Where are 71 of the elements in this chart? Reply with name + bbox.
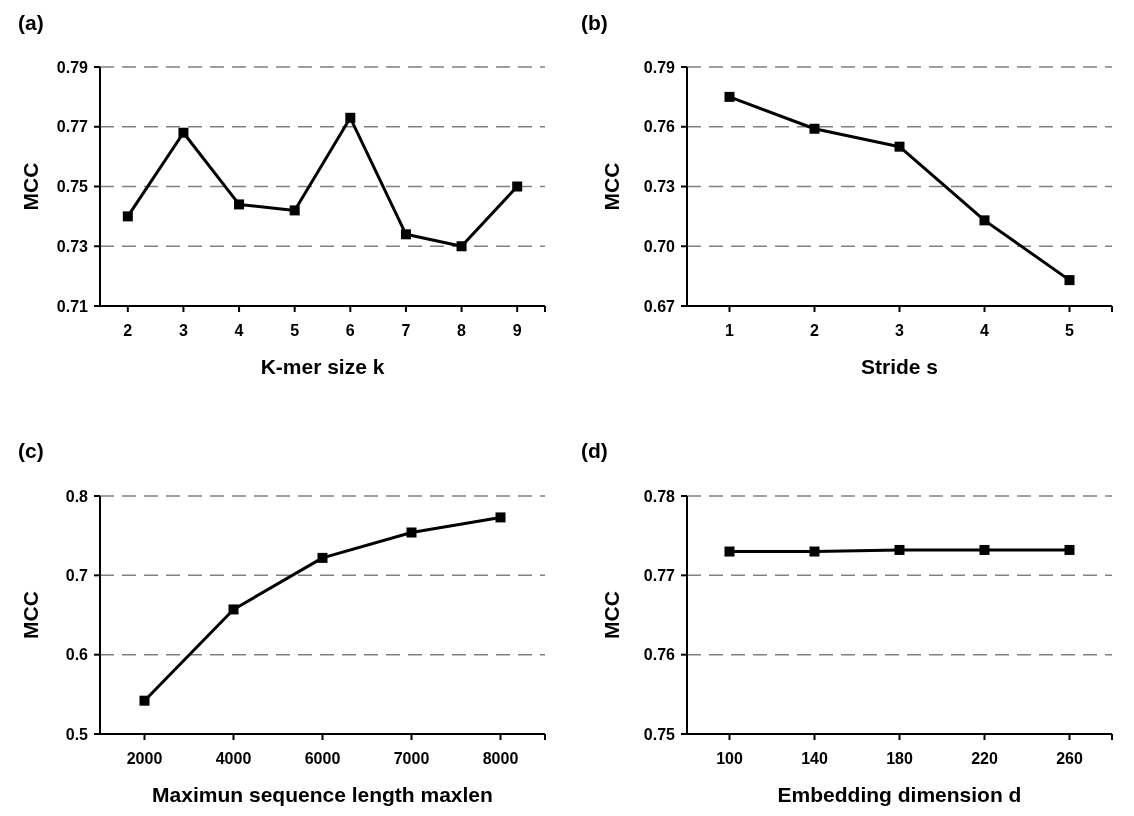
x-tick-label: 3 bbox=[178, 322, 188, 339]
y-axis-title: MCC bbox=[600, 162, 623, 211]
y-tick-label: 0.77 bbox=[56, 118, 89, 136]
y-axis-title: MCC bbox=[600, 591, 623, 639]
point bbox=[724, 91, 735, 102]
y-axis-title: MCC bbox=[19, 162, 42, 211]
point bbox=[512, 181, 523, 192]
x-tick-label: 6000 bbox=[304, 750, 341, 767]
y-axis-title: MCC bbox=[19, 591, 42, 639]
x-tick-label: 2 bbox=[810, 322, 820, 339]
y-tick-label: 0.70 bbox=[643, 237, 676, 255]
point bbox=[809, 123, 820, 134]
x-tick-label: 220 bbox=[971, 750, 998, 767]
y-tick-label: 0.75 bbox=[56, 178, 89, 196]
x-tick-label: 8000 bbox=[482, 750, 519, 767]
x-axis-title: Stride s bbox=[860, 355, 939, 378]
point bbox=[406, 527, 417, 538]
y-tick-label: 0.8 bbox=[65, 487, 89, 505]
x-tick-label: 1 bbox=[725, 322, 735, 339]
y-tick-label: 0.79 bbox=[56, 58, 89, 76]
y-tick-label: 0.76 bbox=[643, 646, 676, 664]
x-tick-label: 6 bbox=[345, 322, 355, 339]
point bbox=[228, 604, 239, 615]
x-tick-label: 180 bbox=[886, 750, 913, 767]
x-tick-label: 3 bbox=[895, 322, 905, 339]
y-tick-label: 0.76 bbox=[643, 118, 676, 136]
y-tick-label: 0.73 bbox=[643, 178, 676, 196]
x-tick-label: 140 bbox=[801, 750, 828, 767]
point bbox=[495, 512, 506, 523]
x-tick-label: 260 bbox=[1056, 750, 1083, 767]
point bbox=[122, 211, 133, 222]
x-axis-title: K-mer size k bbox=[260, 355, 385, 378]
chart-title: (c) bbox=[18, 439, 44, 462]
x-tick-label: 100 bbox=[716, 750, 743, 767]
x-axis-title: Maximun sequence length maxlen bbox=[152, 783, 493, 806]
x-tick-label: 4 bbox=[234, 322, 244, 339]
x-tick-label: 2 bbox=[123, 322, 133, 339]
point bbox=[234, 199, 245, 210]
point bbox=[979, 215, 990, 226]
x-tick-label: 5 bbox=[1065, 322, 1075, 339]
chart-title: (d) bbox=[581, 439, 608, 462]
y-tick-label: 0.77 bbox=[643, 566, 676, 584]
x-tick-label: 9 bbox=[512, 322, 522, 339]
point bbox=[289, 205, 300, 216]
x-tick-label: 2000 bbox=[126, 750, 163, 767]
point bbox=[400, 229, 411, 240]
y-tick-label: 0.67 bbox=[643, 297, 676, 315]
x-tick-label: 7 bbox=[401, 322, 411, 339]
y-tick-label: 0.75 bbox=[643, 725, 676, 743]
point bbox=[139, 695, 150, 706]
x-tick-label: 4000 bbox=[215, 750, 252, 767]
y-tick-label: 0.79 bbox=[643, 58, 676, 76]
x-tick-label: 7000 bbox=[393, 750, 430, 767]
x-tick-label: 5 bbox=[290, 322, 300, 339]
chart-title: (a) bbox=[18, 11, 44, 34]
x-tick-label: 8 bbox=[457, 322, 467, 339]
point bbox=[1064, 275, 1075, 286]
chart-title: (b) bbox=[581, 11, 608, 34]
point bbox=[345, 112, 356, 123]
y-tick-label: 0.7 bbox=[65, 566, 89, 584]
point bbox=[894, 141, 905, 152]
y-tick-label: 0.78 bbox=[643, 487, 676, 505]
y-tick-label: 0.6 bbox=[65, 646, 89, 664]
point bbox=[317, 552, 328, 563]
point bbox=[178, 127, 189, 138]
y-tick-label: 0.5 bbox=[65, 725, 89, 743]
y-tick-label: 0.71 bbox=[56, 297, 89, 315]
x-axis-title: Embedding dimension d bbox=[777, 783, 1022, 806]
x-tick-label: 4 bbox=[980, 322, 990, 339]
y-tick-label: 0.73 bbox=[56, 237, 89, 255]
point bbox=[456, 241, 467, 252]
